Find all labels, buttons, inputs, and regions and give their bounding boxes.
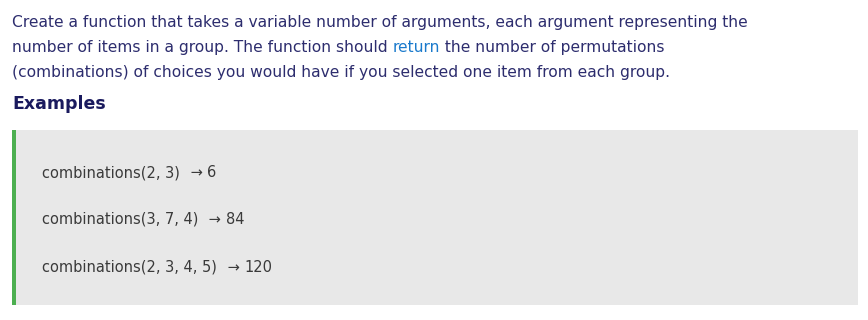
- Text: Examples: Examples: [12, 95, 106, 113]
- Text: the number of permutations: the number of permutations: [440, 40, 665, 55]
- Text: Create a function that takes a variable number of arguments, each argument repre: Create a function that takes a variable …: [12, 15, 747, 30]
- Text: number of items in a group. The function should: number of items in a group. The function…: [12, 40, 392, 55]
- Text: →: →: [204, 212, 226, 227]
- Text: 120: 120: [245, 260, 273, 275]
- Text: combinations(3, 7, 4): combinations(3, 7, 4): [42, 212, 199, 227]
- Text: 84: 84: [226, 212, 245, 227]
- Text: 6: 6: [207, 165, 217, 180]
- Text: →: →: [186, 165, 207, 180]
- Text: combinations(2, 3): combinations(2, 3): [42, 165, 180, 180]
- Text: →: →: [223, 260, 245, 275]
- Text: (combinations) of choices you would have if you selected one item from each grou: (combinations) of choices you would have…: [12, 65, 670, 80]
- Text: combinations(2, 3, 4, 5): combinations(2, 3, 4, 5): [42, 260, 217, 275]
- Text: return: return: [392, 40, 440, 55]
